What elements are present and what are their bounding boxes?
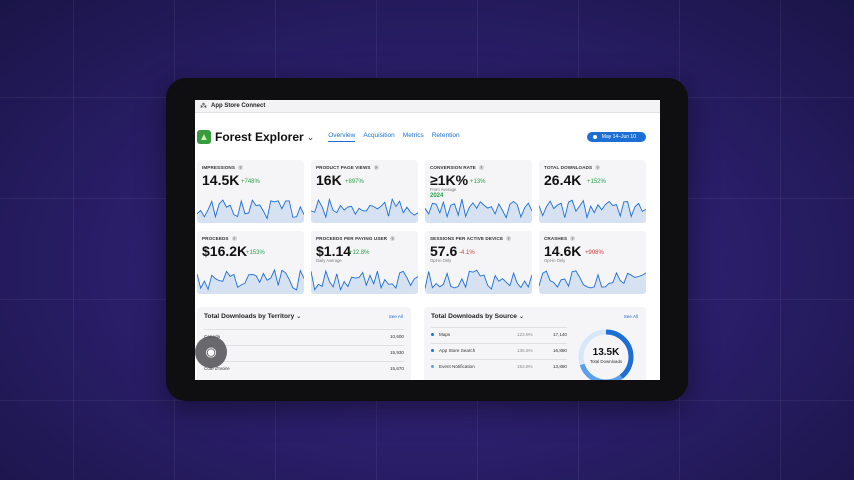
date-range-label: May 14–Jun 10	[601, 134, 636, 140]
metric-subtitle: Daily Average	[316, 258, 342, 263]
donut-total-label: Total Downloads	[589, 359, 623, 364]
tab-bar: Overview Acquisition Metrics Retention	[328, 132, 460, 142]
metric-delta: +748%	[241, 179, 260, 185]
metric-label: IMPRESSIONS?	[202, 165, 244, 170]
metric-value: ≥1K%	[430, 172, 469, 188]
metric-card-proceeds-per-user[interactable]: PROCEEDS PER PAYING USER? $1.14 +12.8% D…	[311, 231, 418, 294]
list-item[interactable]: Maps 123.9% 17,140	[431, 327, 567, 341]
metric-delta: +12.8%	[349, 250, 370, 256]
metric-label: CONVERSION RATE?	[430, 165, 484, 170]
source-panel: Total Downloads by Source ⌄ See All Maps 1…	[424, 307, 646, 380]
sparkline	[311, 197, 418, 223]
metric-card-page-views[interactable]: PRODUCT PAGE VIEWS? 16K +897%	[311, 160, 418, 223]
metric-label: PROCEEDS PER PAYING USER?	[316, 236, 396, 241]
metric-label: SESSIONS PER ACTIVE DEVICE?	[430, 236, 512, 241]
help-icon: ?	[238, 165, 244, 170]
sparkline	[539, 199, 646, 223]
metric-subtitle: From Average	[430, 187, 457, 192]
metric-label: CRASHES?	[544, 236, 576, 241]
brand-title: App Store Connect	[211, 103, 266, 109]
tab-overview[interactable]: Overview	[328, 132, 356, 142]
table-row[interactable]: Cote d'Ivoire 15,670	[204, 361, 404, 375]
sparkline	[311, 269, 418, 294]
metric-subtitle: Opt-in Only	[544, 258, 566, 263]
date-range-button[interactable]: May 14–Jun 10	[586, 132, 646, 142]
apple-developer-icon: ⁂	[200, 102, 207, 110]
metric-subtitle: Opt-in Only	[430, 258, 452, 263]
source-see-all-link[interactable]: See All	[623, 314, 638, 319]
metric-cards: IMPRESSIONS? 14.5K +748% PRODUCT PAGE VI…	[197, 160, 647, 294]
metric-value: 14.6K	[544, 243, 582, 259]
metric-card-impressions[interactable]: IMPRESSIONS? 14.5K +748%	[197, 160, 304, 223]
chevron-down-icon[interactable]: ⌄	[306, 131, 315, 142]
legend-dot	[431, 365, 434, 368]
tab-acquisition[interactable]: Acquisition	[363, 132, 395, 139]
list-item[interactable]: App Store Search 135.5% 16,880	[431, 343, 567, 357]
chevron-down-icon: ⌄	[296, 314, 302, 320]
calendar-icon	[592, 135, 597, 139]
sparkline	[539, 270, 646, 294]
sparkline	[197, 199, 304, 223]
donut-chart	[578, 329, 634, 380]
help-icon: ?	[373, 165, 379, 170]
territory-see-all-link[interactable]: See All	[388, 314, 403, 319]
metric-subtitle-year: 2024	[430, 193, 444, 199]
app-name[interactable]: Forest Explorer	[215, 130, 304, 144]
donut-total-value: 13.5K	[592, 347, 620, 358]
table-row[interactable]: Canada10,600	[204, 329, 404, 343]
help-icon: ?	[231, 236, 237, 241]
territory-panel: Total Downloads by Territory⌄ See All Ca…	[197, 307, 411, 380]
help-icon: ?	[478, 165, 484, 170]
metric-value: 14.5K	[202, 172, 240, 188]
metric-label: PROCEEDS?	[202, 236, 237, 241]
metric-card-conversion[interactable]: CONVERSION RATE? ≥1K% +13% From Average …	[425, 160, 532, 223]
territory-title[interactable]: Total Downloads by Territory ⌄	[204, 313, 302, 320]
metric-delta: +908%	[585, 250, 604, 256]
forest-app-icon: ▲	[197, 130, 211, 144]
sparkline	[197, 268, 304, 294]
donut-total: 13.5K Total Downloads	[576, 347, 636, 364]
metric-delta: +897%	[345, 179, 364, 185]
metric-card-crashes[interactable]: CRASHES? 14.6K +908% Opt-in Only	[539, 231, 646, 294]
tab-metrics[interactable]: Metrics	[402, 132, 424, 139]
window-topbar: ⁂ App Store Connect	[195, 100, 660, 113]
metric-card-sessions[interactable]: SESSIONS PER ACTIVE DEVICE? 57.6 -4.1% O…	[425, 231, 532, 294]
app-screen: ⁂ App Store Connect ▲ Forest Explorer ⌄ …	[195, 100, 660, 380]
lens-search-icon[interactable]: ◉	[195, 336, 227, 368]
help-icon: ?	[595, 165, 601, 170]
legend-dot	[431, 333, 434, 336]
metric-label: TOTAL DOWNLOADS?	[544, 165, 601, 170]
metric-card-total-downloads[interactable]: TOTAL DOWNLOADS? 26.4K +152%	[539, 160, 646, 223]
metric-card-proceeds[interactable]: PROCEEDS? $16.2K +153%	[197, 231, 304, 294]
legend-dot	[431, 349, 434, 352]
chevron-down-icon: ⌄	[518, 314, 525, 320]
metric-delta: +13%	[470, 179, 486, 185]
metric-value: $1.14	[316, 243, 352, 259]
metric-value: 26.4K	[544, 172, 582, 188]
metric-value: $16.2K	[202, 243, 248, 259]
metric-value: 16K	[316, 172, 342, 188]
source-title[interactable]: Total Downloads by Source ⌄	[431, 313, 525, 320]
metric-label: PRODUCT PAGE VIEWS?	[316, 165, 379, 170]
help-icon: ?	[506, 236, 512, 241]
tab-retention[interactable]: Retention	[431, 132, 460, 139]
metric-delta: -4.1%	[459, 250, 475, 256]
list-item[interactable]: Event Notification 153.8% 13,880	[431, 359, 567, 373]
metric-value: 57.6	[430, 243, 458, 259]
metric-delta: +152%	[587, 179, 606, 185]
sparkline	[425, 198, 532, 223]
app-header: ▲ Forest Explorer ⌄ Overview Acquisition…	[195, 126, 660, 148]
sparkline	[425, 269, 532, 294]
help-icon: ?	[570, 236, 576, 241]
table-row[interactable]: 15,930	[204, 345, 404, 359]
metric-delta: +153%	[246, 250, 265, 256]
help-icon: ?	[390, 236, 396, 241]
